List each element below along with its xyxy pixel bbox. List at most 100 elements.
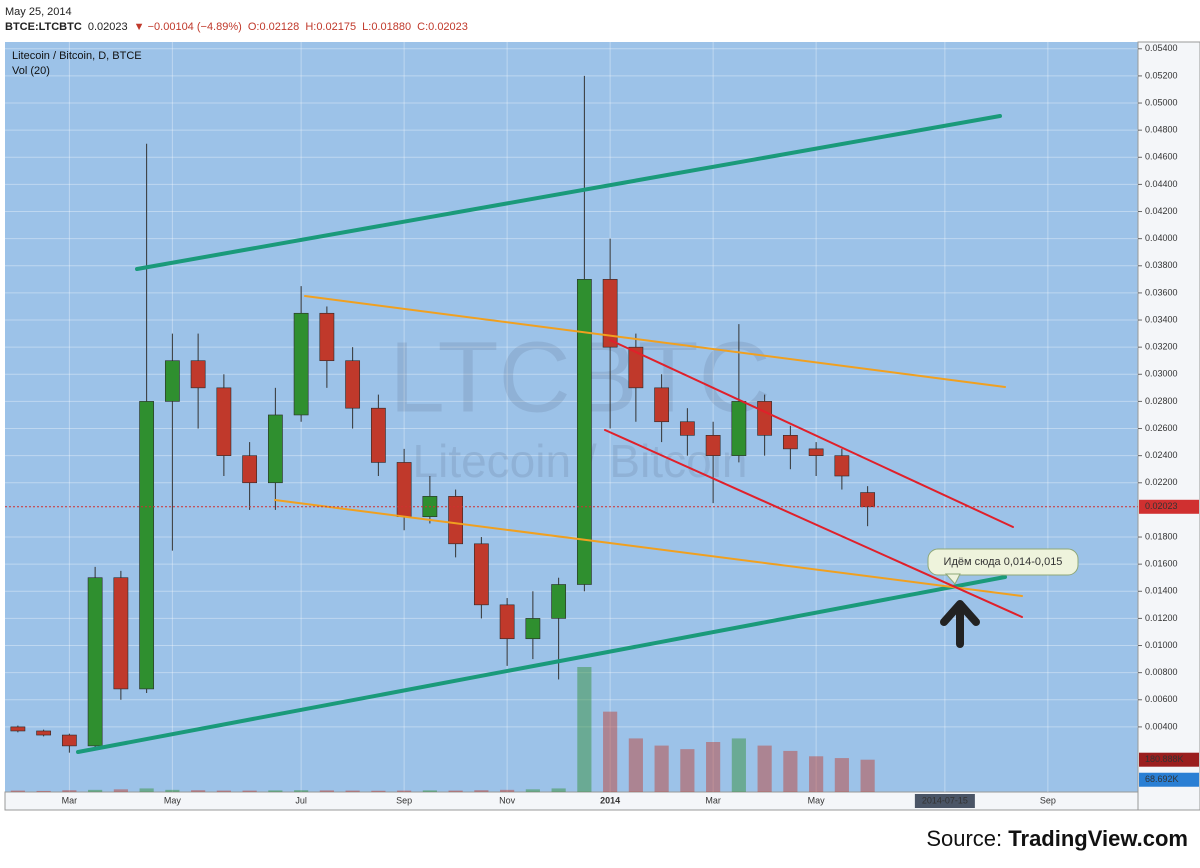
candle-body xyxy=(551,584,567,619)
candle-body xyxy=(576,279,592,585)
trend-line xyxy=(609,339,1014,528)
y-tick-label: 0.04400 xyxy=(1145,179,1178,189)
candle-body xyxy=(267,414,283,484)
volume-bar xyxy=(294,790,309,792)
source-name: TradingView.com xyxy=(1008,826,1188,851)
x-tick-label: Sep xyxy=(396,795,412,805)
chart-title: Litecoin / Bitcoin, D, BTCE xyxy=(12,50,142,62)
volume-bar xyxy=(62,790,77,792)
annotation-text: Идём сюда 0,014-0,015 xyxy=(944,556,1063,568)
volume-marker-label: 68.692K xyxy=(1145,774,1179,784)
volume-bar xyxy=(474,790,489,792)
candle-body xyxy=(499,604,515,640)
volume-bar xyxy=(345,790,360,792)
candle-body xyxy=(319,312,335,362)
candle-body xyxy=(396,462,412,517)
volume-bar xyxy=(551,788,566,792)
volume-bar xyxy=(10,790,25,792)
volume-bar xyxy=(113,789,128,792)
candle-body xyxy=(757,401,773,436)
y-tick-label: 0.03000 xyxy=(1145,369,1178,379)
header-change: ▼ −0.00104 (−4.89%) xyxy=(134,21,242,33)
volume-bar xyxy=(448,790,463,792)
header: May 25, 2014 BTCE:LTCBTC 0.02023 ▼ −0.00… xyxy=(5,6,468,77)
y-tick-label: 0.01600 xyxy=(1145,559,1178,569)
volume-bar xyxy=(731,738,746,792)
x-tick-label: Mar xyxy=(705,795,721,805)
volume-bar xyxy=(680,749,695,792)
candle-body xyxy=(654,387,670,423)
candle-body xyxy=(10,726,26,732)
y-tick-label: 0.01200 xyxy=(1145,613,1178,623)
volume-bar xyxy=(268,790,283,792)
candle-body xyxy=(164,360,180,402)
candle-body xyxy=(860,492,876,508)
volume-bar xyxy=(706,742,721,792)
volume-marker-tag xyxy=(1139,772,1199,787)
volume-bar xyxy=(88,789,103,792)
y-tick-label: 0.02600 xyxy=(1145,423,1178,433)
candle-body xyxy=(139,401,155,690)
x-tick-label: Sep xyxy=(1040,795,1056,805)
candles-layer xyxy=(10,75,876,753)
y-tick-label: 0.01400 xyxy=(1145,586,1178,596)
x-tick-label: 2014 xyxy=(600,795,620,805)
header-low: L:0.01880 xyxy=(362,21,411,33)
candle-body xyxy=(525,618,541,640)
crosshair-date-box xyxy=(914,794,975,808)
x-tick-label: 2014-07-15 xyxy=(922,795,968,805)
trend-line xyxy=(135,114,1002,271)
candle-body xyxy=(731,401,747,456)
y-tick-label: 0.01800 xyxy=(1145,531,1178,541)
chart-frame xyxy=(4,41,1200,811)
volume-bar xyxy=(397,790,412,792)
candle-body xyxy=(602,279,618,348)
candle-body xyxy=(834,455,850,477)
y-tick-label: 0.03400 xyxy=(1145,314,1178,324)
source-prefix: Source: xyxy=(926,826,1002,851)
y-tick-label: 0.00400 xyxy=(1145,721,1178,731)
volume-marker-label: 180.888K xyxy=(1145,754,1184,764)
header-date: May 25, 2014 xyxy=(5,6,72,18)
y-tick-label: 0.04000 xyxy=(1145,233,1178,243)
volume-bar xyxy=(371,790,386,792)
volume-layer xyxy=(10,667,875,792)
candle-body xyxy=(61,734,77,747)
volume-bar xyxy=(500,789,515,792)
y-tick-label: 0.00600 xyxy=(1145,694,1178,704)
volume-label: Vol (20) xyxy=(12,65,50,77)
volume-bar xyxy=(191,790,206,792)
volume-bar xyxy=(757,745,772,792)
volume-bar xyxy=(628,738,643,792)
header-quote: BTCE:LTCBTC 0.02023 ▼ −0.00104 (−4.89%) … xyxy=(5,21,468,33)
x-tick-label: Jul xyxy=(295,795,307,805)
y-tick-label: 0.05000 xyxy=(1145,97,1178,107)
volume-marker-tag xyxy=(1139,752,1199,767)
volume-bar xyxy=(139,788,154,792)
x-tick-label: Mar xyxy=(62,795,78,805)
x-tick-label: Nov xyxy=(499,795,516,805)
candle-body xyxy=(216,387,232,456)
y-tick-label: 0.03200 xyxy=(1145,342,1178,352)
annotation-pointer xyxy=(944,573,961,585)
annotation-bubble xyxy=(927,548,1079,576)
header-high: H:0.02175 xyxy=(305,21,356,33)
x-tick-label: May xyxy=(164,795,182,805)
y-tick-label: 0.04600 xyxy=(1145,152,1178,162)
candle-body xyxy=(370,407,386,463)
volume-bar xyxy=(525,789,540,792)
header-close: C:0.02023 xyxy=(417,21,468,33)
last-price-tag xyxy=(1139,499,1199,514)
y-tick-label: 0.03600 xyxy=(1145,287,1178,297)
volume-bar xyxy=(860,759,875,792)
candle-body xyxy=(679,421,695,436)
y-tick-label: 0.02800 xyxy=(1145,396,1178,406)
y-tick-label: 0.04200 xyxy=(1145,206,1178,216)
arrow-icon xyxy=(940,600,980,648)
candle-body xyxy=(628,346,644,389)
candle-body xyxy=(808,448,824,456)
y-tick-label: 0.00800 xyxy=(1145,667,1178,677)
source: Source: TradingView.com xyxy=(926,826,1188,851)
